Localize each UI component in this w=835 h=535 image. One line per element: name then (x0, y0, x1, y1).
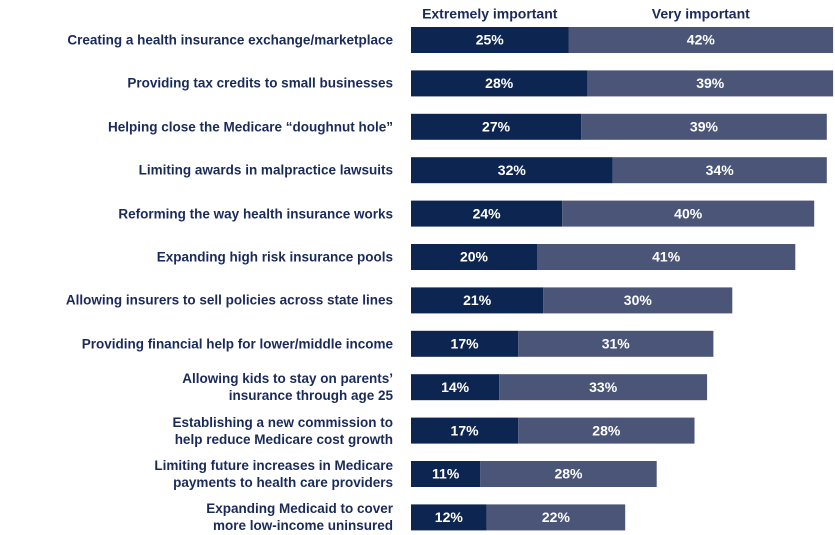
value-label: 31% (602, 336, 631, 352)
bar-segment (480, 461, 657, 487)
value-label: 33% (589, 379, 618, 395)
value-label: 41% (652, 249, 681, 265)
bar-segment (411, 200, 563, 227)
value-label: 27% (482, 119, 511, 135)
value-label: 30% (624, 292, 653, 308)
legend-label: Extremely important (422, 6, 558, 22)
value-label: 17% (451, 336, 480, 352)
bar-segment (411, 417, 519, 444)
bar-segment (411, 244, 537, 270)
bar-segment (568, 27, 834, 53)
value-label: 24% (473, 205, 502, 221)
category-label: Limiting future increases in Medicare pa… (154, 458, 393, 490)
bar-segment (562, 200, 815, 227)
category-label: Expanding Medicaid to cover more low-inc… (206, 501, 393, 534)
value-label: 14% (441, 379, 470, 395)
value-label: 11% (432, 466, 460, 482)
bar-segment (411, 374, 500, 401)
bar-segment (411, 113, 582, 140)
value-label: 32% (498, 162, 527, 178)
value-label: 17% (451, 422, 480, 438)
bar-segment (537, 244, 796, 270)
bar-segment (499, 374, 708, 401)
value-label: 39% (690, 119, 719, 135)
bar-segment (411, 157, 613, 184)
value-label: 40% (674, 205, 703, 221)
bar-segment (411, 27, 569, 53)
bar-segment (581, 113, 827, 140)
value-label: 12% (435, 509, 464, 525)
category-label: Creating a health insurance exchange/mar… (67, 32, 393, 48)
bar-segment (543, 287, 733, 314)
value-label: 22% (542, 509, 571, 525)
bar-segment (411, 330, 519, 357)
category-label: Allowing kids to stay on parents’ insura… (182, 371, 393, 404)
category-label: Establishing a new commission to help re… (172, 414, 393, 447)
value-label: 28% (485, 75, 514, 91)
bar-segment (411, 504, 487, 531)
value-label: 34% (706, 162, 735, 178)
value-label: 28% (592, 422, 621, 438)
bar-segment (486, 504, 626, 531)
category-label: Expanding high risk insurance pools (156, 249, 393, 265)
bar-segment (411, 70, 588, 97)
bar-segment (518, 417, 695, 444)
bar-segment (587, 70, 834, 97)
bar-segment (411, 461, 481, 487)
value-label: 39% (696, 75, 725, 91)
value-label: 20% (460, 249, 489, 265)
category-label: Limiting awards in malpractice lawsuits (138, 162, 393, 178)
category-label: Providing financial help for lower/middl… (81, 336, 393, 352)
value-label: 21% (463, 292, 492, 308)
category-label: Helping close the Medicare “doughnut hol… (107, 119, 393, 135)
value-label: 28% (554, 466, 583, 482)
bar-segment (411, 287, 544, 314)
value-label: 42% (687, 32, 716, 48)
bar-segment (518, 330, 714, 357)
category-label: Reforming the way health insurance works (118, 206, 393, 222)
bar-segment (612, 157, 827, 184)
value-label: 25% (476, 32, 505, 48)
legend-label: Very important (652, 6, 750, 22)
category-label: Providing tax credits to small businesse… (127, 75, 393, 91)
category-label: Allowing insurers to sell policies acros… (65, 292, 393, 308)
